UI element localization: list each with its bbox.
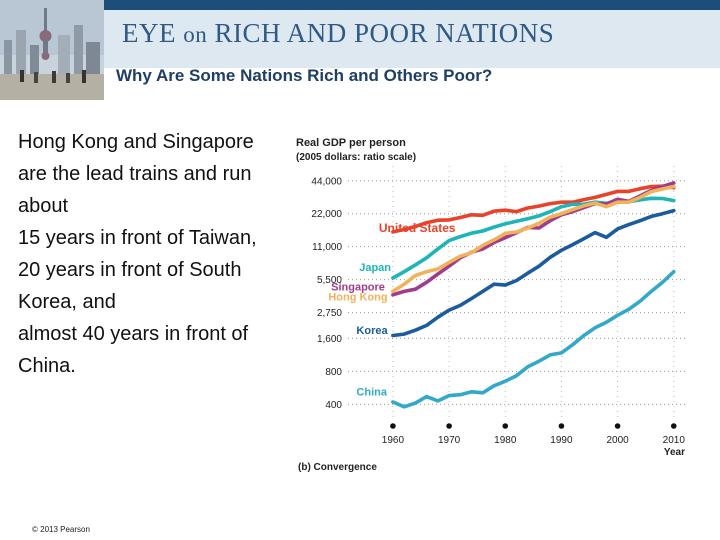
series-label-japan: Japan — [359, 262, 391, 274]
copyright-notice: © 2013 Pearson — [32, 525, 90, 534]
x-tick-label: 2010 — [663, 435, 686, 446]
series-line-japan — [391, 196, 676, 280]
chart-title: Real GDP per person — [296, 137, 406, 149]
body-paragraph: almost 40 years in front of China. — [18, 323, 249, 377]
y-tick-label: 1,600 — [317, 334, 342, 345]
body-paragraph: 20 years in front of South Korea, and — [18, 259, 242, 313]
y-tick-label: 800 — [325, 367, 342, 378]
series-label-korea: Korea — [356, 325, 388, 337]
banner-rest: RICH AND POOR NATIONS — [214, 18, 555, 48]
series-label-hong-kong: Hong Kong — [328, 291, 387, 303]
header-band — [0, 0, 720, 68]
x-tick-label: 1990 — [550, 435, 573, 446]
banner-on: on — [183, 22, 208, 47]
x-tick-dot — [446, 423, 452, 429]
x-tick-label: 1960 — [382, 435, 405, 446]
y-tick-label: 44,000 — [311, 176, 342, 187]
chart-caption: (b) Convergence — [298, 462, 377, 473]
y-tick-label: 22,000 — [311, 209, 342, 220]
gdp-convergence-chart: Real GDP per person (2005 dollars: ratio… — [296, 137, 686, 473]
x-tick-dot — [502, 423, 509, 429]
x-tick-dot — [670, 423, 677, 429]
x-tick-dot — [390, 423, 396, 429]
y-tick-label: 2,750 — [317, 308, 342, 319]
city-skyline-photo — [0, 0, 104, 100]
skyline-image — [0, 0, 104, 100]
y-tick-label: 11,000 — [312, 242, 342, 253]
series-label-singapore: Singapore — [331, 281, 385, 293]
body-paragraph: Hong Kong and Singapore are the lead tra… — [18, 131, 254, 217]
header-strip — [0, 0, 720, 10]
body-text: Hong Kong and Singapore are the lead tra… — [18, 126, 278, 382]
series-label-china: China — [356, 387, 387, 399]
x-tick-label: 2000 — [606, 435, 629, 446]
series-line-united-states — [391, 184, 676, 234]
x-tick-dot — [614, 423, 621, 429]
x-tick-dot — [558, 423, 565, 429]
slide-title: Why Are Some Nations Rich and Others Poo… — [116, 66, 493, 85]
series-line-china — [391, 269, 676, 409]
section-banner: EYE on RICH AND POOR NATIONS — [122, 18, 554, 49]
series-line-korea — [391, 208, 676, 338]
chart-x-axis-label: Year — [664, 447, 685, 458]
x-tick-label: 1980 — [494, 435, 517, 446]
series-line-hong-kong — [391, 184, 676, 294]
banner-eye: EYE — [122, 18, 176, 48]
body-paragraph: 15 years in front of Taiwan, — [18, 227, 257, 249]
chart-subtitle: (2005 dollars: ratio scale) — [296, 152, 416, 163]
series-label-united-states: United States — [379, 221, 456, 235]
y-tick-label: 400 — [325, 400, 342, 411]
x-tick-label: 1970 — [438, 435, 461, 446]
y-tick-label: 5,500 — [317, 275, 342, 286]
